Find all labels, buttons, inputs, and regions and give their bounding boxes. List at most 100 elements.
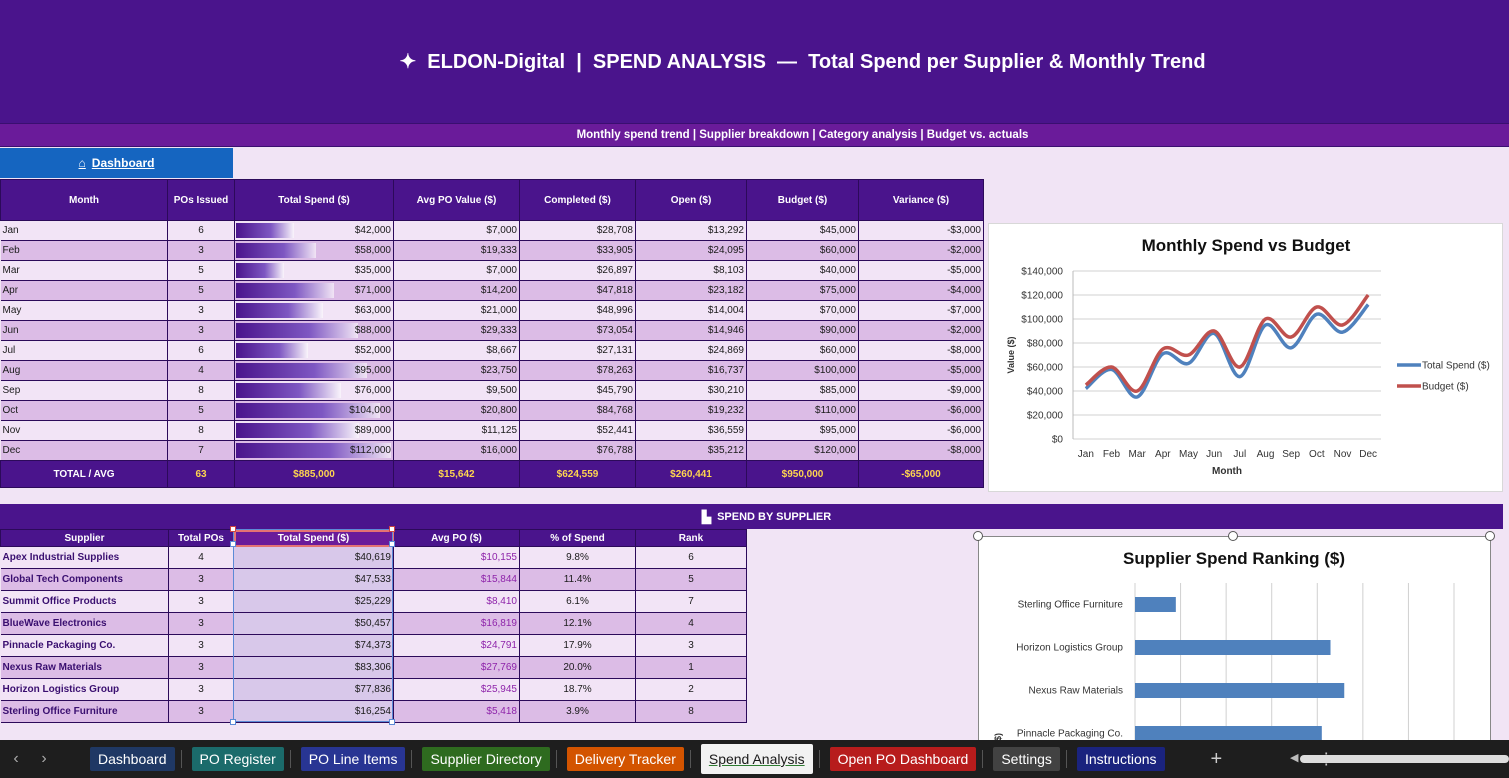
supplier-cell-avg[interactable]: $15,844 xyxy=(393,568,520,591)
monthly-cell-budget[interactable]: $40,000 xyxy=(746,260,859,281)
supplier-cell-avg[interactable]: $25,945 xyxy=(393,678,520,701)
monthly-cell-month[interactable]: Mar xyxy=(0,260,168,281)
monthly-cell-pos[interactable]: 3 xyxy=(167,320,235,341)
monthly-cell-month[interactable]: Nov xyxy=(0,420,168,441)
monthly-cell-variance[interactable]: -$8,000 xyxy=(858,340,984,361)
sheet-tab-open-po-dashboard[interactable]: Open PO Dashboard xyxy=(829,747,977,771)
chart-resize-handle[interactable] xyxy=(1228,531,1238,541)
scrollbar-thumb[interactable] xyxy=(1300,755,1509,763)
supplier-spend-bar[interactable] xyxy=(1135,640,1331,655)
monthly-spend-chart[interactable]: Monthly Spend vs Budget $0 $20,000 $40,000 $… xyxy=(988,223,1503,492)
supplier-cell-spend[interactable]: $16,254 xyxy=(233,700,394,723)
supplier-ranking-chart[interactable]: Supplier Spend Ranking ($) Sterling Offic… xyxy=(978,536,1491,746)
selection-handle[interactable] xyxy=(389,541,395,547)
monthly-cell-open[interactable]: $23,182 xyxy=(635,280,747,301)
selection-handle[interactable] xyxy=(230,719,236,725)
monthly-total-open[interactable]: $260,441 xyxy=(635,460,747,488)
monthly-cell-budget[interactable]: $90,000 xyxy=(746,320,859,341)
supplier-cell-pos[interactable]: 3 xyxy=(168,634,234,657)
monthly-cell-avg[interactable]: $7,000 xyxy=(393,260,520,281)
monthly-cell-month[interactable]: Jun xyxy=(0,320,168,341)
supplier-cell-pct[interactable]: 11.4% xyxy=(519,568,636,591)
monthly-cell-completed[interactable]: $73,054 xyxy=(519,320,636,341)
supplier-spend-bar[interactable] xyxy=(1135,726,1322,741)
supplier-cell-avg[interactable]: $16,819 xyxy=(393,612,520,635)
monthly-cell-variance[interactable]: -$6,000 xyxy=(858,420,984,441)
monthly-cell-budget[interactable]: $60,000 xyxy=(746,240,859,261)
monthly-cell-open[interactable]: $8,103 xyxy=(635,260,747,281)
monthly-cell-pos[interactable]: 3 xyxy=(167,300,235,321)
chart-resize-handle[interactable] xyxy=(1485,531,1495,541)
monthly-cell-pos[interactable]: 8 xyxy=(167,380,235,401)
monthly-cell-completed[interactable]: $27,131 xyxy=(519,340,636,361)
monthly-cell-variance[interactable]: -$9,000 xyxy=(858,380,984,401)
supplier-spend-bar[interactable] xyxy=(1135,597,1176,612)
supplier-cell-avg[interactable]: $5,418 xyxy=(393,700,520,723)
monthly-cell-variance[interactable]: -$5,000 xyxy=(858,360,984,381)
supplier-cell-name[interactable]: Pinnacle Packaging Co. xyxy=(0,634,169,657)
monthly-cell-spend[interactable]: $104,000 xyxy=(234,400,394,421)
supplier-cell-spend[interactable]: $83,306 xyxy=(233,656,394,679)
monthly-cell-avg[interactable]: $29,333 xyxy=(393,320,520,341)
monthly-cell-spend[interactable]: $58,000 xyxy=(234,240,394,261)
selection-handle[interactable] xyxy=(389,719,395,725)
monthly-cell-pos[interactable]: 3 xyxy=(167,240,235,261)
supplier-cell-name[interactable]: Horizon Logistics Group xyxy=(0,678,169,701)
monthly-total-spend[interactable]: $885,000 xyxy=(234,460,394,488)
monthly-cell-month[interactable]: Sep xyxy=(0,380,168,401)
supplier-cell-avg[interactable]: $27,769 xyxy=(393,656,520,679)
chart-resize-handle[interactable] xyxy=(973,531,983,541)
monthly-cell-budget[interactable]: $45,000 xyxy=(746,220,859,241)
monthly-cell-month[interactable]: Apr xyxy=(0,280,168,301)
supplier-cell-pct[interactable]: 3.9% xyxy=(519,700,636,723)
monthly-cell-spend[interactable]: $35,000 xyxy=(234,260,394,281)
supplier-cell-name[interactable]: Sterling Office Furniture xyxy=(0,700,169,723)
dashboard-link[interactable]: ⌂ Dashboard xyxy=(0,148,233,178)
monthly-cell-avg[interactable]: $14,200 xyxy=(393,280,520,301)
monthly-cell-month[interactable]: Aug xyxy=(0,360,168,381)
sheet-tab-instructions[interactable]: Instructions xyxy=(1076,747,1165,771)
monthly-cell-variance[interactable]: -$3,000 xyxy=(858,220,984,241)
monthly-cell-variance[interactable]: -$7,000 xyxy=(858,300,984,321)
selection-handle[interactable] xyxy=(230,526,236,532)
supplier-cell-rank[interactable]: 1 xyxy=(635,656,747,679)
monthly-cell-budget[interactable]: $100,000 xyxy=(746,360,859,381)
supplier-cell-pos[interactable]: 3 xyxy=(168,612,234,635)
supplier-cell-pct[interactable]: 17.9% xyxy=(519,634,636,657)
monthly-cell-open[interactable]: $30,210 xyxy=(635,380,747,401)
monthly-cell-variance[interactable]: -$2,000 xyxy=(858,320,984,341)
monthly-cell-pos[interactable]: 7 xyxy=(167,440,235,461)
monthly-cell-budget[interactable]: $95,000 xyxy=(746,420,859,441)
sheet-tab-po-line-items[interactable]: PO Line Items xyxy=(300,747,406,771)
scroll-left-icon[interactable]: ◀ xyxy=(1290,752,1299,764)
supplier-cell-spend[interactable]: $77,836 xyxy=(233,678,394,701)
sheet-tab-supplier-directory[interactable]: Supplier Directory xyxy=(422,747,550,771)
monthly-cell-avg[interactable]: $9,500 xyxy=(393,380,520,401)
monthly-cell-variance[interactable]: -$4,000 xyxy=(858,280,984,301)
monthly-cell-pos[interactable]: 5 xyxy=(167,260,235,281)
supplier-cell-spend[interactable]: $40,619 xyxy=(233,546,394,569)
monthly-cell-variance[interactable]: -$8,000 xyxy=(858,440,984,461)
monthly-cell-pos[interactable]: 6 xyxy=(167,220,235,241)
monthly-cell-month[interactable]: Jul xyxy=(0,340,168,361)
supplier-cell-avg[interactable]: $8,410 xyxy=(393,590,520,613)
monthly-cell-completed[interactable]: $78,263 xyxy=(519,360,636,381)
supplier-cell-rank[interactable]: 6 xyxy=(635,546,747,569)
monthly-cell-completed[interactable]: $26,897 xyxy=(519,260,636,281)
monthly-cell-variance[interactable]: -$2,000 xyxy=(858,240,984,261)
monthly-cell-completed[interactable]: $47,818 xyxy=(519,280,636,301)
supplier-cell-name[interactable]: BlueWave Electronics xyxy=(0,612,169,635)
monthly-cell-spend[interactable]: $71,000 xyxy=(234,280,394,301)
monthly-cell-avg[interactable]: $7,000 xyxy=(393,220,520,241)
supplier-cell-pos[interactable]: 3 xyxy=(168,568,234,591)
supplier-cell-pct[interactable]: 6.1% xyxy=(519,590,636,613)
monthly-cell-avg[interactable]: $23,750 xyxy=(393,360,520,381)
monthly-cell-month[interactable]: Dec xyxy=(0,440,168,461)
monthly-cell-budget[interactable]: $75,000 xyxy=(746,280,859,301)
monthly-cell-budget[interactable]: $70,000 xyxy=(746,300,859,321)
monthly-cell-avg[interactable]: $11,125 xyxy=(393,420,520,441)
supplier-cell-pos[interactable]: 4 xyxy=(168,546,234,569)
monthly-cell-open[interactable]: $24,095 xyxy=(635,240,747,261)
monthly-cell-open[interactable]: $13,292 xyxy=(635,220,747,241)
monthly-cell-open[interactable]: $35,212 xyxy=(635,440,747,461)
